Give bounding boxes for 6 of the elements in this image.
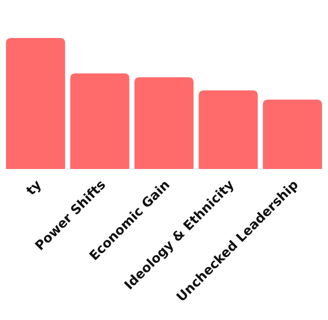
bar [262, 100, 322, 169]
bar [198, 90, 258, 169]
bar [70, 73, 130, 169]
bar [6, 38, 66, 169]
bar [134, 77, 194, 169]
x-tick-label: ty [24, 177, 46, 199]
